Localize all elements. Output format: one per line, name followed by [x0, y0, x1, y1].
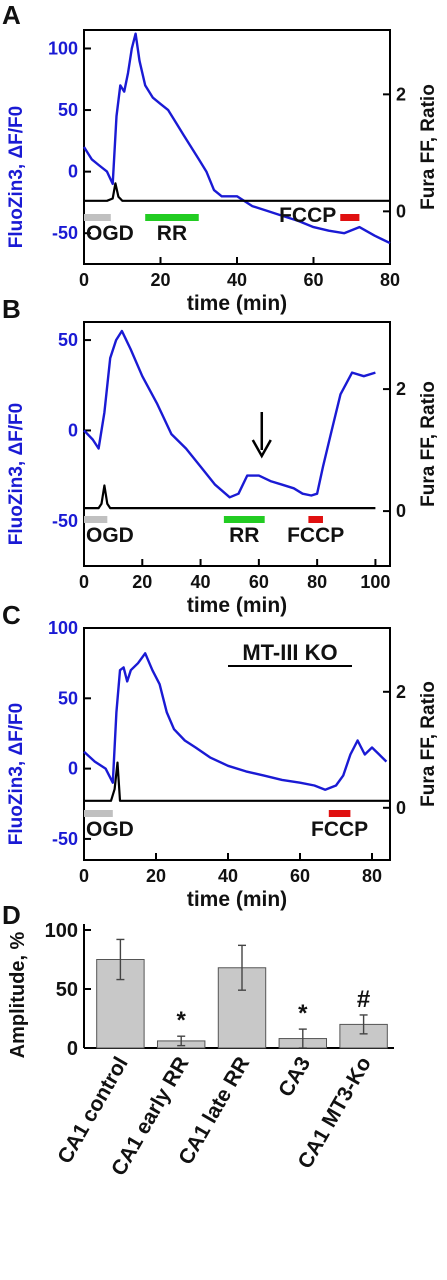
x-tick-label: 20	[132, 572, 152, 592]
x-tick-label: 0	[79, 866, 89, 886]
x-tick-label: 0	[79, 572, 89, 592]
x-tick-label: 20	[146, 866, 166, 886]
y-tick-label: 50	[58, 330, 78, 350]
x-tick-label: 100	[360, 572, 390, 592]
y2-tick-label: 0	[396, 798, 406, 818]
y-tick-label: 0	[67, 1038, 78, 1060]
y2-tick-label: 2	[396, 682, 406, 702]
y2-axis-label: Fura FF, Ratio	[418, 681, 439, 807]
y-axis-label: FluoZin3, ΔF/F0	[6, 106, 27, 248]
y2-tick-label: 2	[396, 379, 406, 399]
y-tick-label: 100	[45, 920, 78, 942]
treatment-bar-ogd	[84, 214, 111, 221]
treatment-label-rr: RR	[229, 524, 259, 547]
annotation-label: MT-III KO	[242, 640, 337, 665]
treatment-label-ogd: OGD	[86, 524, 134, 547]
category-label: CA3	[274, 1053, 315, 1101]
treatment-bar-fccp	[308, 516, 323, 523]
x-tick-label: 60	[290, 866, 310, 886]
y-tick-label: -50	[52, 829, 78, 849]
y-tick-label: 0	[68, 162, 78, 182]
y-tick-label: 50	[56, 979, 78, 1001]
x-tick-label: 40	[191, 572, 211, 592]
x-tick-label: 80	[362, 866, 382, 886]
series-line-fluozin3	[83, 329, 376, 499]
y2-axis-label: Fura FF, Ratio	[418, 381, 439, 507]
treatment-bar-rr	[145, 214, 199, 221]
y-tick-label: 100	[48, 38, 78, 58]
x-tick-label: 20	[150, 270, 170, 290]
y-tick-label: -50	[52, 223, 78, 243]
significance-marker: *	[177, 1007, 187, 1034]
treatment-label-ogd: OGD	[86, 222, 134, 245]
treatment-label-rr: RR	[157, 222, 187, 245]
significance-marker: #	[357, 986, 370, 1013]
x-axis-label: time (min)	[187, 888, 287, 911]
panel-letter: C	[2, 600, 21, 630]
treatment-label-fccp: FCCP	[311, 818, 368, 841]
treatment-bar-ogd	[84, 516, 108, 523]
treatment-bar-fccp	[328, 810, 351, 817]
series-line-fluozin3	[83, 652, 388, 791]
panel-letter: A	[2, 0, 21, 30]
y2-tick-label: 0	[396, 201, 406, 221]
panel-letter: B	[2, 294, 21, 324]
x-tick-label: 40	[218, 866, 238, 886]
plot-frame	[83, 321, 391, 567]
y-tick-label: 0	[68, 420, 78, 440]
significance-marker: *	[298, 1000, 308, 1027]
y-tick-label: 0	[68, 759, 78, 779]
y-axis-label: Amplitude, %	[7, 931, 29, 1058]
treatment-bar-rr	[223, 516, 265, 523]
x-tick-label: 40	[227, 270, 247, 290]
y-tick-label: 100	[48, 618, 78, 638]
series-line-fluozin3	[82, 32, 391, 245]
treatment-label-fccp: FCCP	[279, 204, 336, 227]
treatment-label-fccp: FCCP	[287, 524, 344, 547]
y-axis-label: FluoZin3, ΔF/F0	[6, 703, 27, 845]
y2-tick-label: 0	[396, 501, 406, 521]
y-tick-label: 50	[58, 688, 78, 708]
y2-axis-label: Fura FF, Ratio	[418, 84, 439, 210]
series-line-fura-ff	[84, 761, 390, 802]
treatment-label-ogd: OGD	[86, 818, 134, 841]
treatment-bar-ogd	[84, 810, 113, 817]
y-axis-label: FluoZin3, ΔF/F0	[6, 403, 27, 545]
y2-tick-label: 2	[396, 84, 406, 104]
x-tick-label: 60	[303, 270, 323, 290]
panel-letter: D	[2, 900, 21, 930]
series-line-fura-ff	[84, 484, 376, 510]
x-tick-label: 80	[380, 270, 400, 290]
x-tick-label: 80	[307, 572, 327, 592]
y-tick-label: 50	[58, 100, 78, 120]
y-tick-label: -50	[52, 511, 78, 531]
x-axis-label: time (min)	[187, 292, 287, 315]
treatment-bar-fccp	[340, 214, 360, 221]
x-axis-label: time (min)	[187, 594, 287, 617]
x-tick-label: 0	[79, 270, 89, 290]
series-line-fura-ff	[84, 182, 390, 202]
plot-frame	[83, 627, 391, 861]
arrow-head	[251, 439, 272, 459]
x-tick-label: 60	[249, 572, 269, 592]
